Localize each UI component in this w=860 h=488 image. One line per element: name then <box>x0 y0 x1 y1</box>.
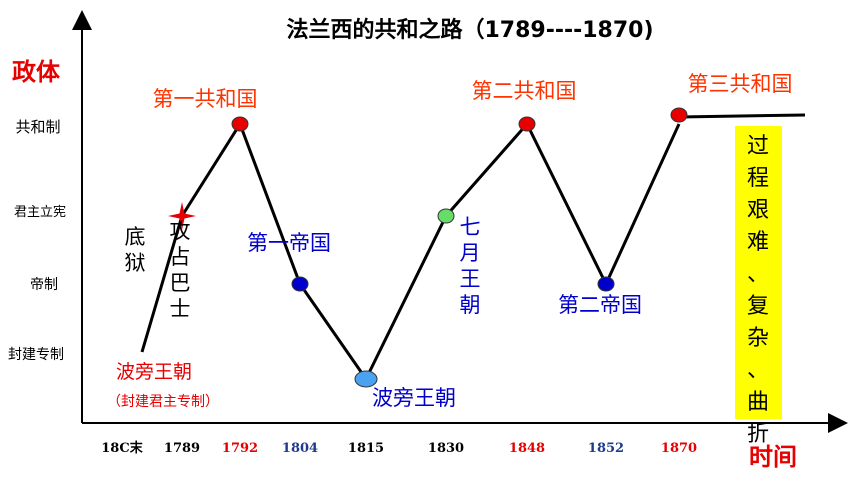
x-tick-label: 1852 <box>588 441 624 456</box>
x-tick-label: 1815 <box>348 441 384 456</box>
annotation-empire1: 第一帝国 <box>247 231 331 255</box>
annotation-empire2: 第二帝国 <box>558 293 642 317</box>
x-tick-label: 1870 <box>661 441 697 456</box>
x-axis-label: 时间 <box>749 443 797 471</box>
vertical-char: 难 <box>747 230 769 255</box>
x-tick-label: 1848 <box>509 441 545 456</box>
vertical-char: 朝 <box>460 293 481 317</box>
vertical-char: 、 <box>747 358 769 383</box>
chart-title: 法兰西的共和之路（1789----1870) <box>286 17 653 43</box>
series-line <box>140 120 681 382</box>
x-tick-label: 18C末 <box>101 440 143 456</box>
vertical-char: 艰 <box>747 198 769 223</box>
vertical-char: 巴 <box>170 271 191 295</box>
annotation-bourbon2: 波旁王朝 <box>372 386 456 410</box>
series-line-continuation <box>678 113 806 119</box>
vertical-char: 复 <box>747 294 769 319</box>
data-point-1870 <box>670 107 688 123</box>
x-tick-label: 1789 <box>164 441 200 456</box>
x-tick-label: 1792 <box>222 441 258 456</box>
data-point-1830 <box>437 208 455 224</box>
data-point-1804 <box>291 276 309 292</box>
vertical-char: 攻 <box>170 219 191 243</box>
vertical-char: 程 <box>747 166 769 191</box>
annotation-republic2: 第二共和国 <box>472 79 577 103</box>
vertical-char: 占 <box>170 245 191 269</box>
vertical-char: 狱 <box>125 251 146 275</box>
data-point-1792 <box>231 116 249 132</box>
vertical-char: 王 <box>460 267 481 291</box>
x-tick-labels: 18C末 1789 1792 1804 1815 1830 1848 1852 1870 <box>101 440 697 456</box>
vertical-char: 曲 <box>747 390 769 415</box>
vertical-char: 、 <box>747 262 769 287</box>
vertical-char: 七 <box>460 215 481 239</box>
data-point-1815 <box>354 370 378 388</box>
vertical-char: 月 <box>460 241 481 265</box>
data-point-1852 <box>597 276 615 292</box>
annotation-bourbon1: 波旁王朝 <box>116 361 192 383</box>
vertical-char: 杂 <box>747 326 769 351</box>
annotation-republic1: 第一共和国 <box>153 87 258 111</box>
vertical-char: 折 <box>747 422 769 447</box>
y-tick-label: 君主立宪 <box>14 204 66 220</box>
annotation-bastille-col1: 底狱 <box>125 225 146 275</box>
annotation-bourbon1-note: （封建君主专制） <box>107 394 219 410</box>
vertical-char: 士 <box>170 297 191 321</box>
y-tick-labels: 共和制 君主立宪 帝制 封建专制 <box>8 118 66 363</box>
x-tick-label: 1804 <box>282 441 318 456</box>
annotations: 第一共和国 第二共和国 第三共和国 第一帝国 第二帝国 波旁王朝 波旁王朝 （封… <box>107 72 793 410</box>
data-point-star-1789 <box>168 202 196 230</box>
vertical-char: 底 <box>125 225 146 249</box>
y-tick-label: 封建专制 <box>8 347 64 363</box>
y-tick-label: 帝制 <box>30 277 58 293</box>
summary-box <box>735 126 782 419</box>
y-tick-label: 共和制 <box>15 118 60 136</box>
annotation-republic3: 第三共和国 <box>688 72 793 96</box>
data-point-1848 <box>518 116 536 132</box>
vertical-char: 过 <box>747 134 769 159</box>
y-axis-label: 政体 <box>12 58 61 86</box>
series-republic-path <box>140 107 806 388</box>
x-tick-label: 1830 <box>428 441 464 456</box>
